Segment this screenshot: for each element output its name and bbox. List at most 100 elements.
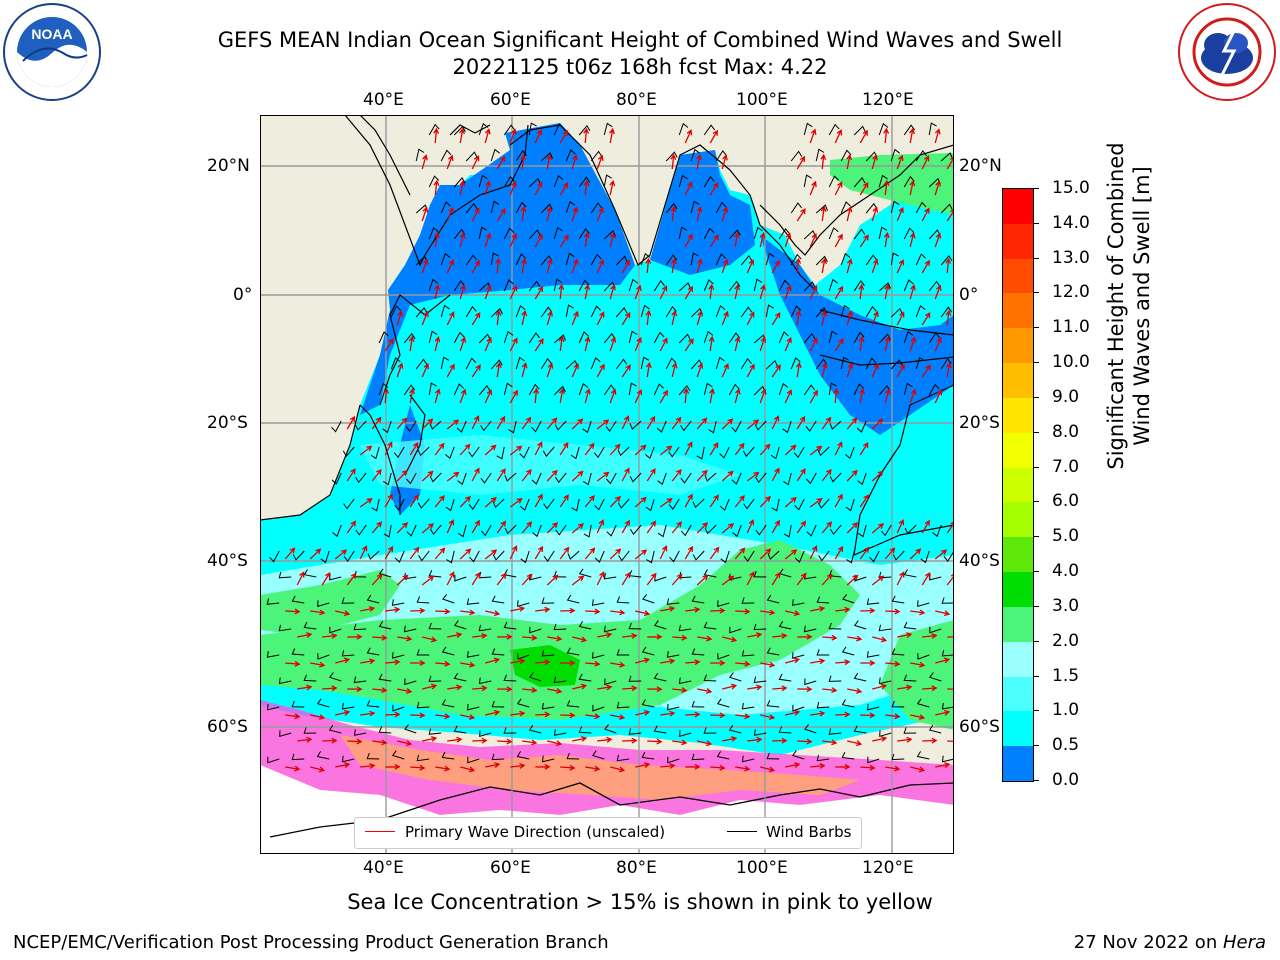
wave-arrow — [772, 685, 788, 692]
colorbar-tick-label: 15.0 — [1052, 178, 1090, 198]
wind-barb — [732, 524, 742, 538]
wind-barb — [691, 595, 705, 604]
wind-barb — [892, 550, 905, 561]
wind-barb — [828, 227, 839, 240]
wind-barb — [890, 200, 900, 214]
wind-barb — [729, 626, 742, 634]
lat-label-left-0: 0° — [233, 285, 253, 305]
wind-barb — [720, 550, 730, 564]
wind-barb — [532, 524, 542, 538]
wave-arrow — [797, 686, 813, 693]
wave-arrow — [785, 657, 801, 664]
wave-arrow — [484, 389, 493, 404]
wave-arrow — [635, 610, 651, 617]
wind-barb — [903, 727, 917, 734]
wave-arrow — [871, 206, 879, 222]
wind-barb — [429, 524, 442, 536]
wave-arrow — [321, 571, 331, 586]
colorbar — [1002, 188, 1034, 782]
wind-barb — [903, 124, 916, 136]
title-line-1: GEFS MEAN Indian Ocean Significant Heigh… — [217, 28, 1063, 52]
wave-arrow — [421, 418, 434, 430]
wave-arrow — [834, 181, 843, 196]
colorbar-segment — [1003, 502, 1033, 538]
wind-barb — [645, 498, 655, 512]
wind-barb — [803, 625, 817, 633]
wave-arrow — [359, 445, 373, 456]
wind-barb — [354, 420, 367, 431]
wind-barb — [457, 524, 467, 538]
wind-barb — [453, 620, 467, 630]
wave-arrow — [622, 737, 638, 744]
wind-barb — [646, 550, 655, 564]
wave-arrow — [485, 762, 501, 769]
wave-arrow — [459, 336, 467, 352]
wave-arrow — [660, 710, 676, 717]
wind-barb — [267, 703, 280, 711]
wave-arrow — [734, 495, 745, 508]
wind-barb — [740, 254, 753, 266]
wave-arrow — [335, 610, 351, 617]
wave-arrow — [747, 632, 763, 639]
wind-barb — [406, 472, 417, 485]
wave-arrow — [446, 363, 455, 378]
wave-arrow — [421, 575, 435, 586]
wind-barb — [492, 550, 505, 561]
wind-barb — [940, 306, 953, 318]
wave-arrow — [571, 418, 584, 430]
wave-arrow — [534, 493, 543, 508]
wind-barb — [553, 729, 567, 736]
wave-arrow — [735, 713, 751, 720]
wind-barb — [703, 227, 715, 240]
wind-barb — [429, 472, 442, 483]
wind-barb — [491, 700, 505, 708]
wind-barb — [867, 756, 880, 764]
colorbar-tick-mark — [1033, 222, 1039, 224]
colorbar-tick-label: 8.0 — [1052, 421, 1080, 442]
wave-arrow — [410, 712, 426, 719]
wave-arrow — [683, 387, 690, 404]
wind-barb — [765, 359, 778, 370]
colorbar-tick-mark — [1033, 605, 1039, 607]
wind-barb — [593, 446, 605, 459]
wind-barb — [794, 550, 805, 563]
wave-arrow — [521, 362, 528, 378]
wave-arrow — [585, 713, 601, 720]
wave-arrow — [935, 709, 951, 716]
wave-arrow — [360, 606, 376, 612]
wind-barb — [366, 700, 380, 708]
wave-arrow — [634, 284, 642, 300]
wave-arrow — [383, 387, 390, 404]
wind-barb — [667, 703, 680, 711]
wave-arrow — [459, 232, 466, 248]
wind-barb — [328, 672, 342, 682]
wind-barb — [840, 304, 850, 318]
wind-barb — [743, 498, 755, 510]
wind-barb — [370, 446, 380, 460]
wave-arrow — [796, 155, 806, 170]
wind-barb — [865, 254, 878, 266]
wind-barb — [604, 724, 617, 734]
wave-arrow — [484, 444, 497, 456]
wave-arrow — [647, 738, 663, 745]
wave-arrow — [821, 309, 828, 326]
wave-arrow — [509, 498, 523, 508]
wind-barb — [578, 176, 591, 188]
wind-barb — [703, 621, 717, 630]
wave-arrow — [621, 311, 631, 326]
wave-arrow — [671, 309, 678, 326]
wave-arrow — [385, 659, 401, 666]
wave-arrow — [496, 572, 507, 586]
wave-arrow — [446, 311, 455, 326]
wave-arrow — [360, 762, 376, 769]
wave-arrow — [547, 635, 563, 642]
wave-arrow — [547, 740, 563, 747]
wind-barb — [628, 675, 642, 682]
wave-arrow — [696, 310, 703, 326]
wind-barb — [770, 446, 780, 460]
wind-barb — [904, 524, 917, 535]
wave-arrow — [935, 657, 951, 664]
wave-arrow — [621, 519, 630, 534]
wave-arrow — [784, 549, 798, 560]
lat-label-right-40s: 40°S — [959, 551, 1000, 571]
